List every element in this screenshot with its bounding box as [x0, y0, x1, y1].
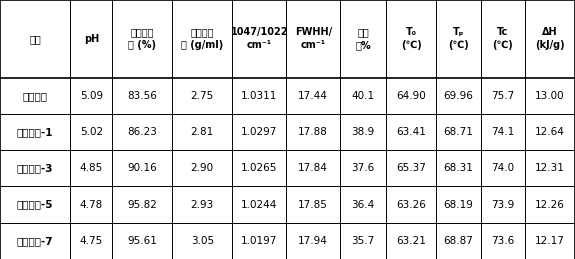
- Text: 17.85: 17.85: [298, 200, 328, 210]
- Text: 1.0197: 1.0197: [241, 236, 278, 246]
- Text: 12.31: 12.31: [535, 163, 565, 173]
- Text: 样品: 样品: [29, 34, 41, 44]
- Text: 5.09: 5.09: [80, 91, 103, 101]
- Text: 普通玉米-3: 普通玉米-3: [17, 163, 53, 173]
- Text: 水键合能
力 (%): 水键合能 力 (%): [128, 27, 156, 51]
- Text: 75.7: 75.7: [491, 91, 514, 101]
- Text: Tc
(℃): Tc (℃): [492, 27, 513, 51]
- Text: 1047/1022
cm⁻¹: 1047/1022 cm⁻¹: [231, 27, 288, 51]
- Text: 17.44: 17.44: [298, 91, 328, 101]
- Text: 69.96: 69.96: [443, 91, 473, 101]
- Text: 68.31: 68.31: [443, 163, 473, 173]
- Text: 12.17: 12.17: [535, 236, 565, 246]
- Text: 90.16: 90.16: [127, 163, 157, 173]
- Text: 40.1: 40.1: [352, 91, 375, 101]
- Text: 4.85: 4.85: [80, 163, 103, 173]
- Text: 2.90: 2.90: [191, 163, 214, 173]
- Text: pH: pH: [84, 34, 99, 44]
- Text: 73.6: 73.6: [491, 236, 514, 246]
- Text: 结晶
度%: 结晶 度%: [355, 27, 371, 51]
- Text: 63.26: 63.26: [396, 200, 426, 210]
- Text: 普通玉米-7: 普通玉米-7: [17, 236, 53, 246]
- Text: 12.26: 12.26: [535, 200, 565, 210]
- Text: 4.75: 4.75: [80, 236, 103, 246]
- Text: 63.41: 63.41: [396, 127, 426, 137]
- Text: 17.88: 17.88: [298, 127, 328, 137]
- Text: 74.1: 74.1: [491, 127, 514, 137]
- Text: 17.94: 17.94: [298, 236, 328, 246]
- Text: 2.75: 2.75: [191, 91, 214, 101]
- Text: 95.61: 95.61: [127, 236, 157, 246]
- Text: 74.0: 74.0: [491, 163, 514, 173]
- Text: 普通玉米-1: 普通玉米-1: [17, 127, 53, 137]
- Text: 1.0265: 1.0265: [241, 163, 278, 173]
- Text: 95.82: 95.82: [127, 200, 157, 210]
- Text: 73.9: 73.9: [491, 200, 514, 210]
- Text: 4.78: 4.78: [80, 200, 103, 210]
- Text: 63.21: 63.21: [396, 236, 426, 246]
- Text: 1.0244: 1.0244: [241, 200, 278, 210]
- Text: 36.4: 36.4: [351, 200, 375, 210]
- Text: 37.6: 37.6: [351, 163, 375, 173]
- Text: 2.81: 2.81: [191, 127, 214, 137]
- Text: 86.23: 86.23: [127, 127, 157, 137]
- Text: 17.84: 17.84: [298, 163, 328, 173]
- Text: ΔH
(kJ/g): ΔH (kJ/g): [535, 27, 565, 51]
- Text: 38.9: 38.9: [351, 127, 375, 137]
- Text: 13.00: 13.00: [535, 91, 565, 101]
- Text: 普通玉米-5: 普通玉米-5: [17, 200, 53, 210]
- Text: 65.37: 65.37: [396, 163, 426, 173]
- Text: 68.87: 68.87: [443, 236, 473, 246]
- Text: 68.71: 68.71: [443, 127, 473, 137]
- Text: 2.93: 2.93: [191, 200, 214, 210]
- Text: 83.56: 83.56: [127, 91, 157, 101]
- Text: 普通玉米: 普通玉米: [23, 91, 48, 101]
- Text: 64.90: 64.90: [396, 91, 426, 101]
- Text: 68.19: 68.19: [443, 200, 473, 210]
- Text: T₀
(℃): T₀ (℃): [401, 27, 421, 51]
- Text: 1.0311: 1.0311: [241, 91, 278, 101]
- Text: 5.02: 5.02: [80, 127, 103, 137]
- Text: 12.64: 12.64: [535, 127, 565, 137]
- Text: 3.05: 3.05: [191, 236, 214, 246]
- Text: 35.7: 35.7: [351, 236, 375, 246]
- Text: 水膨胀体
积 (g/ml): 水膨胀体 积 (g/ml): [181, 27, 224, 51]
- Text: 1.0297: 1.0297: [241, 127, 278, 137]
- Text: Tₚ
(℃): Tₚ (℃): [448, 27, 469, 51]
- Text: FWHH/
cm⁻¹: FWHH/ cm⁻¹: [294, 27, 332, 51]
